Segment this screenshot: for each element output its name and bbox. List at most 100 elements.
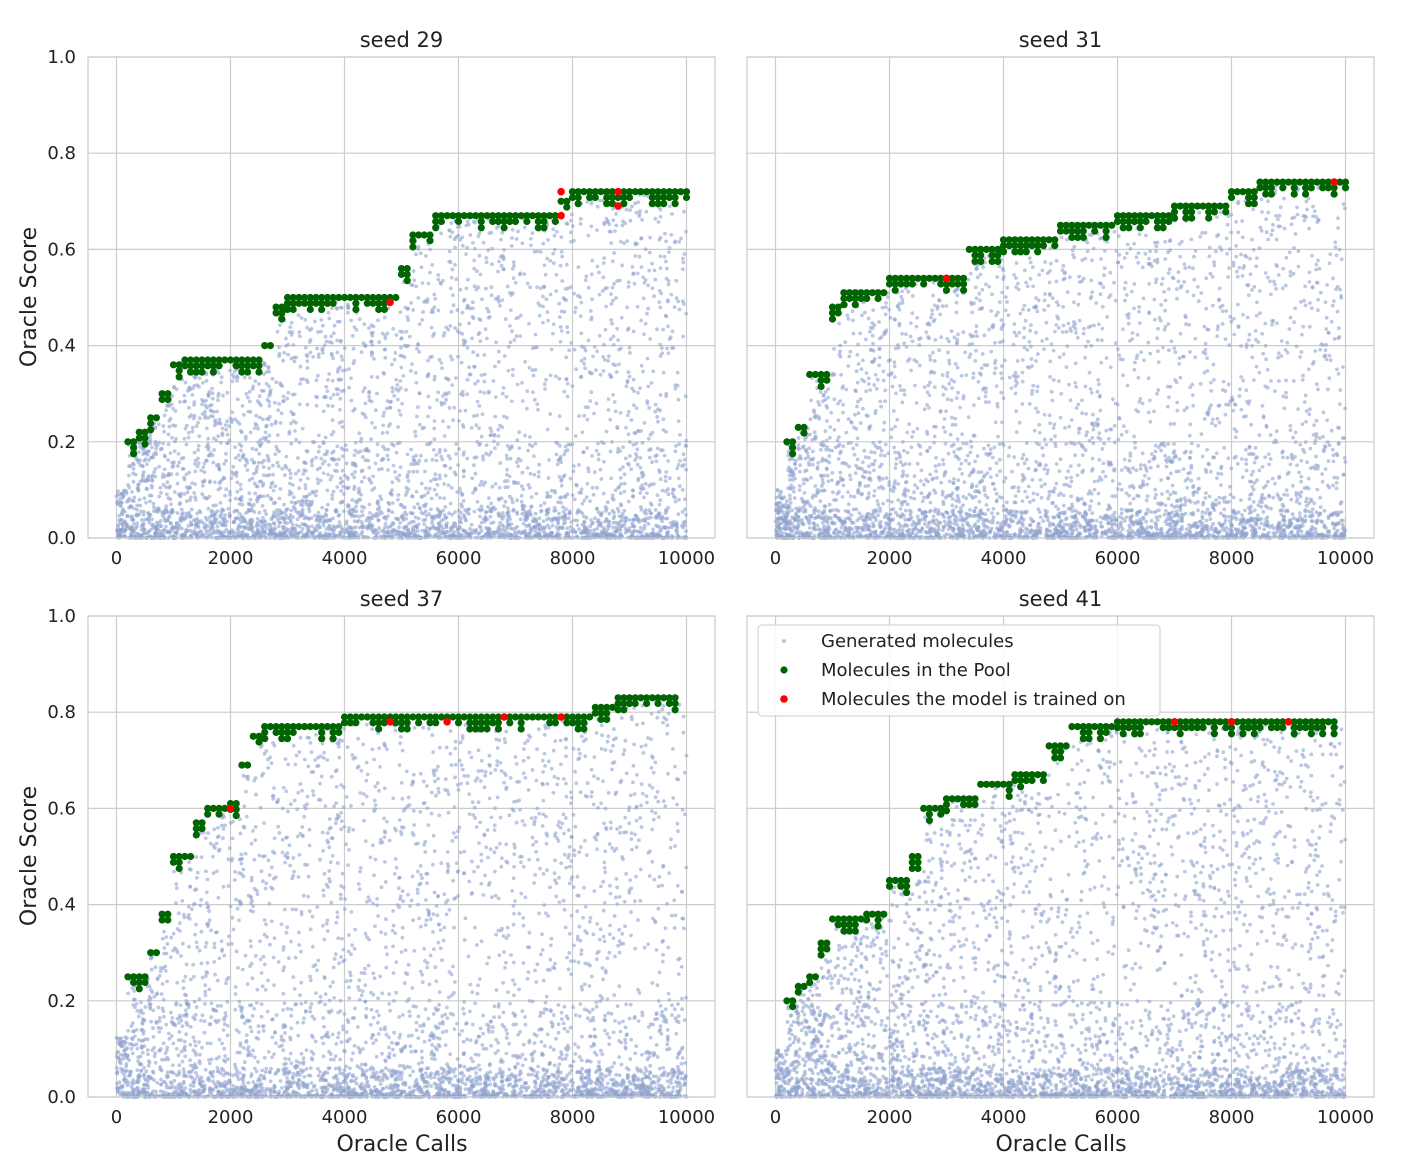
generated-point — [114, 494, 119, 499]
generated-point — [409, 531, 414, 536]
generated-point — [498, 423, 502, 428]
generated-point — [413, 529, 418, 534]
generated-point — [424, 525, 429, 530]
generated-point — [510, 500, 515, 505]
generated-point — [382, 410, 386, 415]
generated-point — [551, 227, 556, 232]
generated-point — [392, 357, 397, 362]
generated-point — [215, 421, 219, 426]
generated-point — [970, 310, 975, 315]
generated-point — [1143, 251, 1148, 256]
generated-point — [229, 476, 234, 481]
generated-point — [591, 354, 595, 359]
generated-point — [335, 392, 340, 397]
generated-point — [367, 465, 372, 470]
generated-point — [666, 505, 670, 510]
generated-point — [157, 440, 161, 445]
generated-point — [459, 392, 463, 396]
generated-point — [473, 486, 478, 491]
generated-point — [134, 457, 139, 462]
generated-point — [562, 309, 567, 314]
generated-point — [480, 297, 484, 302]
generated-point — [1044, 463, 1048, 467]
generated-point — [586, 469, 591, 474]
generated-point — [1274, 429, 1279, 434]
generated-point — [385, 430, 390, 435]
generated-point — [317, 525, 321, 530]
generated-point — [357, 431, 362, 436]
generated-point — [660, 488, 665, 493]
generated-point — [162, 453, 167, 458]
generated-point — [472, 414, 476, 418]
generated-point — [386, 447, 391, 452]
generated-point — [450, 357, 455, 362]
generated-point — [505, 457, 510, 461]
generated-point — [239, 487, 243, 491]
generated-point — [465, 303, 470, 308]
generated-point — [446, 377, 451, 382]
generated-point — [670, 212, 674, 216]
generated-point — [477, 404, 482, 408]
generated-point — [647, 268, 652, 273]
generated-point — [195, 464, 200, 469]
generated-point — [314, 518, 319, 523]
generated-point — [400, 401, 404, 406]
generated-point — [465, 277, 470, 282]
generated-point — [290, 522, 295, 527]
generated-point — [341, 484, 346, 489]
generated-point — [484, 286, 488, 291]
generated-point — [450, 512, 455, 517]
generated-point — [192, 403, 197, 407]
generated-point — [131, 466, 136, 471]
generated-point — [607, 229, 612, 234]
generated-point — [1006, 313, 1011, 318]
generated-point — [593, 516, 597, 521]
generated-point — [117, 513, 122, 518]
generated-point — [131, 471, 136, 476]
generated-point — [300, 503, 305, 508]
generated-point — [424, 502, 428, 506]
generated-point — [171, 406, 176, 411]
generated-point — [555, 462, 560, 467]
generated-point — [416, 462, 420, 466]
generated-point — [351, 509, 356, 514]
generated-point — [559, 477, 564, 482]
generated-point — [394, 377, 399, 382]
generated-point — [453, 262, 457, 267]
generated-point — [658, 207, 663, 212]
generated-point — [417, 391, 422, 396]
generated-point — [146, 518, 151, 522]
generated-point — [459, 360, 464, 365]
generated-point — [655, 453, 659, 458]
generated-point — [667, 525, 671, 530]
generated-point — [562, 521, 566, 526]
generated-point — [125, 513, 130, 518]
generated-point — [414, 252, 418, 257]
generated-point — [528, 236, 533, 241]
generated-point — [472, 463, 476, 468]
generated-point — [301, 472, 306, 476]
generated-point — [214, 531, 219, 535]
generated-point — [190, 425, 195, 430]
generated-point — [1033, 406, 1038, 411]
generated-point — [352, 484, 357, 489]
trained-point — [557, 187, 565, 196]
generated-point — [512, 338, 517, 342]
generated-point — [417, 458, 422, 463]
generated-point — [297, 330, 302, 335]
generated-point — [257, 394, 262, 399]
generated-point — [680, 510, 685, 514]
generated-point — [293, 429, 297, 433]
generated-point — [267, 384, 271, 389]
generated-point — [200, 479, 205, 484]
generated-point — [591, 493, 596, 497]
generated-point — [367, 326, 371, 330]
generated-point — [208, 479, 213, 483]
generated-point — [497, 497, 501, 502]
generated-point — [1234, 244, 1238, 248]
generated-point — [451, 303, 456, 308]
generated-point — [198, 510, 203, 515]
generated-point — [624, 515, 629, 520]
generated-point — [140, 522, 145, 527]
